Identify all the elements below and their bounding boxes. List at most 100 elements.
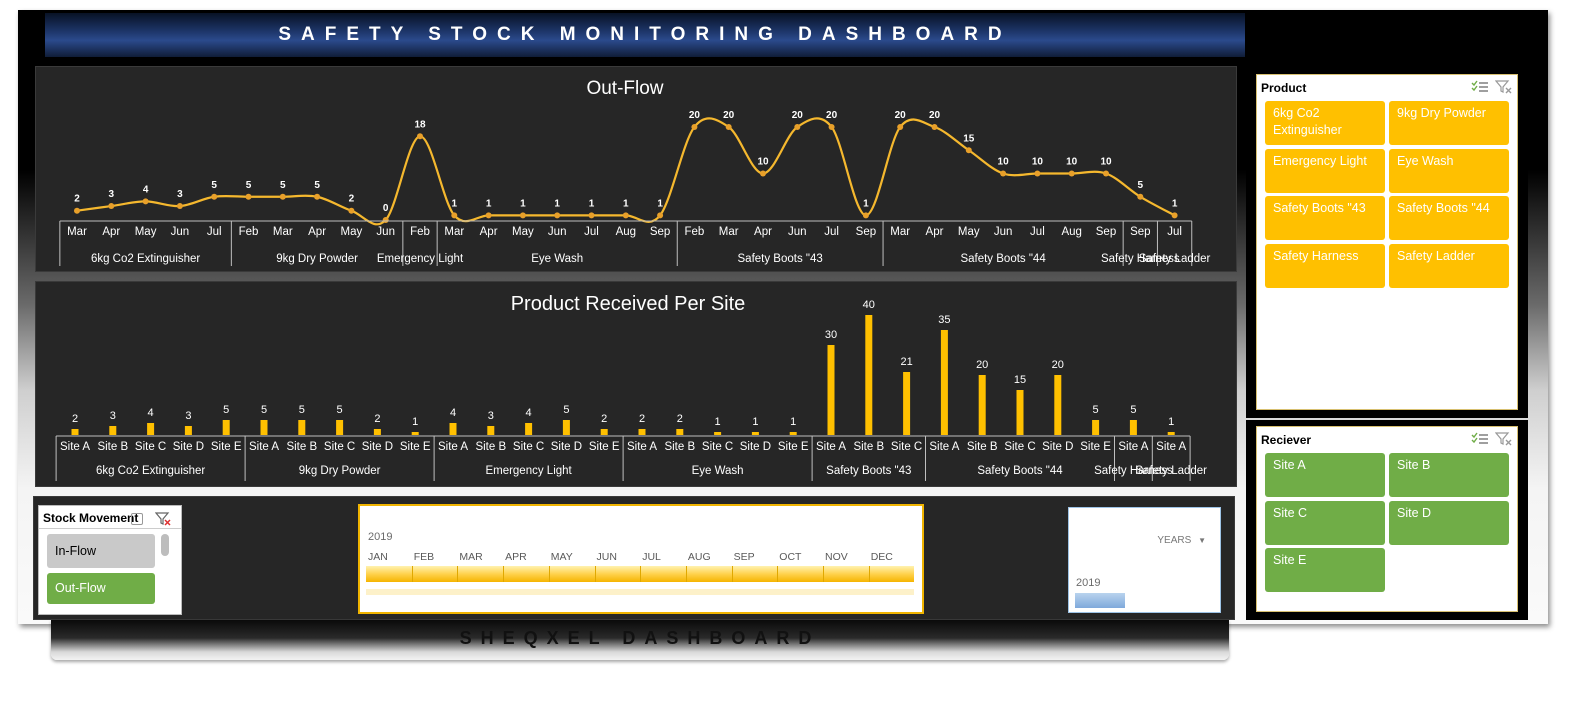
timeline-scrollbar[interactable]	[366, 589, 914, 595]
product-slicer-item[interactable]: 6kg Co2 Extinguisher	[1265, 101, 1385, 145]
outflow-data-label: 1	[1172, 198, 1178, 209]
years-selector[interactable]: YEARS ▼ 2019	[1068, 507, 1221, 613]
received-data-label: 4	[148, 407, 154, 419]
outflow-data-label: 1	[863, 198, 869, 209]
received-x-tick: Site B	[664, 441, 695, 453]
outflow-point	[74, 207, 80, 214]
received-bar	[336, 420, 344, 435]
timeline-month-label[interactable]: APR	[505, 551, 527, 563]
slicer-scrollbar[interactable]	[161, 534, 169, 556]
received-bar	[638, 429, 646, 435]
outflow-x-tick: Aug	[616, 226, 636, 238]
product-slicer-item[interactable]: Safety Boots "43	[1265, 196, 1385, 240]
received-bar	[184, 426, 192, 435]
stock-movement-item-outflow[interactable]: Out-Flow	[47, 573, 155, 604]
receiver-slicer-item[interactable]: Site A	[1265, 453, 1385, 497]
timeline-month-label[interactable]: OCT	[779, 551, 802, 563]
outflow-x-tick: Jul	[584, 226, 599, 238]
outflow-data-label: 4	[143, 184, 149, 195]
product-slicer-item[interactable]: 9kg Dry Powder	[1389, 101, 1509, 145]
outflow-point	[657, 212, 664, 219]
outflow-x-tick: May	[341, 226, 363, 238]
outflow-group-label: 6kg Co2 Extinguisher	[91, 253, 200, 265]
stock-movement-slicer: Stock Movement In-Flow Out-Flow	[38, 505, 182, 615]
product-slicer-item-label: Eye Wash	[1397, 153, 1454, 168]
outflow-x-tick: Feb	[239, 226, 259, 238]
outflow-x-tick: Mar	[273, 226, 293, 238]
received-data-label: 1	[790, 416, 796, 428]
received-data-label: 35	[938, 314, 950, 326]
receiver-slicer-item-label: Site E	[1273, 553, 1307, 567]
outflow-chart-panel: Out-Flow 2 3 4 3 5 5 5 5 2 0 18 1 1 1 1 1 1 1 20 20 10 20 20 1 20…	[35, 66, 1237, 272]
received-x-tick: Site E	[400, 441, 431, 453]
outflow-x-tick: Jun	[376, 226, 395, 238]
timeline-month-label[interactable]: AUG	[687, 551, 711, 563]
receiver-slicer-item[interactable]: Site C	[1265, 500, 1385, 545]
clear-filter-icon[interactable]	[1494, 80, 1513, 96]
outflow-point	[622, 212, 629, 219]
received-x-tick: Site D	[551, 441, 582, 453]
outflow-data-label: 18	[414, 119, 426, 130]
receiver-slicer-item[interactable]: Site D	[1389, 500, 1509, 545]
receiver-slicer-item[interactable]: Site E	[1265, 548, 1385, 592]
outflow-x-tick: May	[958, 226, 980, 238]
outflow-x-tick: Apr	[926, 226, 944, 238]
timeline-month-label[interactable]: MAY	[550, 551, 573, 563]
outflow-group-label: Safety Boots "43	[738, 253, 823, 265]
received-x-tick: Site A	[1118, 441, 1148, 453]
timeline-month-label[interactable]: FEB	[413, 551, 435, 563]
received-data-label: 15	[1014, 374, 1026, 386]
outflow-point	[1034, 170, 1041, 177]
outflow-data-label: 10	[1032, 157, 1044, 168]
received-x-tick: Site A	[929, 441, 959, 453]
received-data-label: 1	[715, 416, 721, 428]
years-dropdown[interactable]: YEARS ▼	[1157, 535, 1206, 546]
outflow-data-label: 5	[280, 180, 286, 191]
timeline-month-label[interactable]: NOV	[825, 551, 848, 563]
received-bar	[1092, 420, 1100, 435]
received-x-tick: Site C	[1004, 441, 1035, 453]
received-bar	[827, 345, 835, 435]
received-group-label: 6kg Co2 Extinguisher	[96, 465, 205, 477]
received-data-label: 4	[526, 407, 532, 419]
stock-movement-item-inflow[interactable]: In-Flow	[47, 534, 155, 568]
timeline-month-label[interactable]: SEP	[733, 551, 755, 563]
outflow-x-tick: Jun	[788, 226, 807, 238]
received-x-tick: Site B	[853, 441, 884, 453]
date-timeline[interactable]: 2019 JAN FEB MAR APR MAY JUN JUL AUG SEP OCT NOV DE…	[358, 504, 924, 614]
received-data-label: 5	[223, 404, 229, 416]
outflow-data-label: 1	[589, 198, 595, 209]
timeline-month-label[interactable]: DEC	[870, 551, 893, 563]
product-slicer-item[interactable]: Emergency Light	[1265, 148, 1385, 193]
product-slicer-item[interactable]: Safety Ladder	[1389, 243, 1509, 288]
multi-select-icon[interactable]	[131, 513, 143, 525]
timeline-month-label[interactable]: MAR	[459, 551, 483, 563]
timeline-month-label[interactable]: JUN	[596, 551, 617, 563]
received-bar	[449, 423, 457, 435]
outflow-point	[1137, 193, 1144, 200]
outflow-data-label: 1	[657, 198, 663, 209]
outflow-point	[794, 124, 801, 130]
outflow-data-label: 20	[826, 110, 838, 121]
clear-filter-icon[interactable]	[154, 512, 171, 531]
product-slicer-item[interactable]: Eye Wash	[1389, 148, 1509, 193]
outflow-data-label: 1	[452, 198, 458, 209]
clear-filter-icon[interactable]	[1494, 432, 1513, 448]
footer-bar: SHEQXEL DASHBOARD	[51, 620, 1229, 660]
multi-select-icon[interactable]	[1471, 80, 1489, 96]
dashboard-title: SAFETY STOCK MONITORING DASHBOARD	[278, 24, 1012, 45]
received-group-label: Safety Boots "43	[826, 465, 911, 477]
multi-select-icon[interactable]	[1471, 432, 1489, 448]
product-slicer-item[interactable]: Safety Harness	[1265, 243, 1385, 288]
receiver-slicer-item[interactable]: Site B	[1389, 453, 1509, 497]
outflow-data-label: 20	[929, 110, 941, 121]
timeline-selection-bar[interactable]	[366, 566, 914, 582]
outflow-data-label: 1	[520, 198, 526, 209]
outflow-data-label: 20	[895, 110, 907, 121]
timeline-month-label[interactable]: JAN	[368, 551, 388, 563]
received-data-label: 5	[261, 404, 267, 416]
timeline-month-label[interactable]: JUL	[642, 551, 661, 563]
received-data-label: 1	[1168, 416, 1174, 428]
year-bar[interactable]	[1075, 593, 1125, 608]
product-slicer-item[interactable]: Safety Boots "44	[1389, 196, 1509, 240]
